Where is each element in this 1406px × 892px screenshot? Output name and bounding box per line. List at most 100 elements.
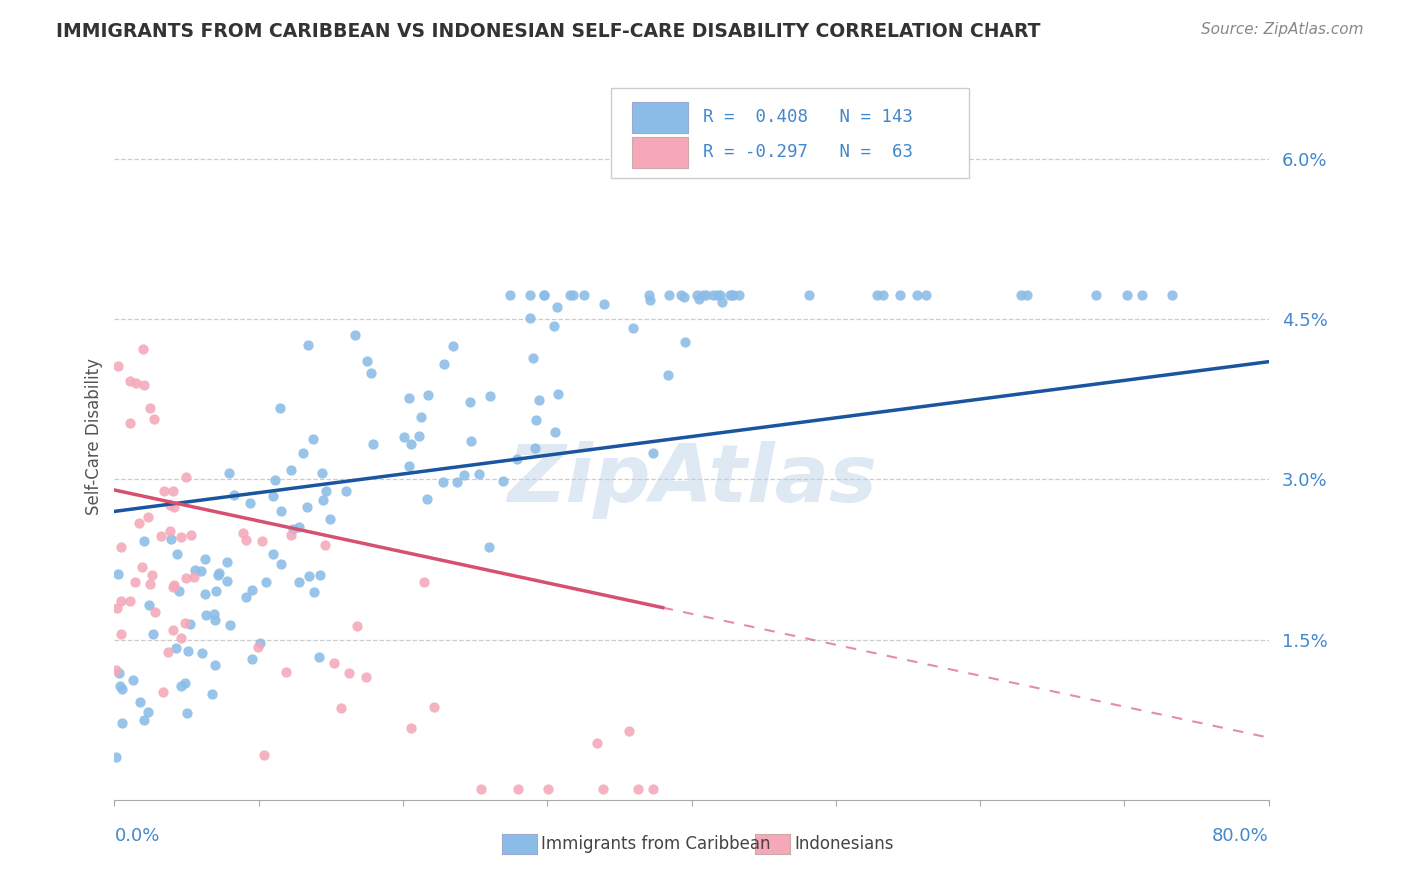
Point bbox=[478, 389, 501, 403]
Point bbox=[546, 300, 568, 314]
Point bbox=[709, 287, 731, 301]
Point bbox=[110, 626, 132, 640]
Text: 80.0%: 80.0% bbox=[1212, 827, 1268, 845]
Point bbox=[139, 577, 162, 591]
Point bbox=[136, 509, 159, 524]
Point bbox=[295, 500, 318, 514]
Point bbox=[309, 567, 332, 582]
Point bbox=[110, 680, 132, 694]
Point bbox=[174, 571, 197, 585]
Text: ZipAtlas: ZipAtlas bbox=[506, 442, 876, 519]
Point bbox=[288, 575, 311, 590]
Point bbox=[544, 425, 567, 440]
Point bbox=[124, 575, 146, 590]
Point bbox=[728, 287, 751, 301]
Point bbox=[592, 782, 614, 797]
Point bbox=[183, 570, 205, 584]
Point bbox=[422, 700, 444, 714]
Point bbox=[335, 484, 357, 499]
Point bbox=[121, 673, 143, 687]
Point bbox=[572, 287, 595, 301]
Point bbox=[519, 311, 541, 326]
Point bbox=[418, 388, 440, 402]
Point bbox=[240, 652, 263, 666]
Point bbox=[118, 374, 141, 388]
Point bbox=[524, 413, 547, 427]
Point bbox=[204, 613, 226, 627]
Point bbox=[132, 377, 155, 392]
Point bbox=[872, 287, 894, 301]
Point bbox=[128, 695, 150, 709]
Point bbox=[343, 328, 366, 343]
Point bbox=[409, 409, 432, 424]
Point bbox=[322, 656, 344, 670]
Point bbox=[360, 367, 382, 381]
Point bbox=[191, 647, 214, 661]
Text: Source: ZipAtlas.com: Source: ZipAtlas.com bbox=[1201, 22, 1364, 37]
Point bbox=[120, 416, 142, 430]
Point bbox=[280, 463, 302, 477]
Y-axis label: Self-Care Disability: Self-Care Disability bbox=[86, 358, 103, 515]
Point bbox=[143, 412, 166, 426]
Point bbox=[311, 466, 333, 480]
Point bbox=[235, 533, 257, 547]
Point bbox=[718, 287, 741, 301]
Point bbox=[240, 582, 263, 597]
Point bbox=[586, 736, 609, 750]
Point bbox=[143, 605, 166, 619]
Point bbox=[208, 566, 231, 580]
Point bbox=[170, 530, 193, 544]
Point bbox=[217, 555, 239, 569]
Point bbox=[1116, 287, 1139, 301]
Point bbox=[207, 567, 229, 582]
Point bbox=[533, 287, 555, 301]
Point bbox=[298, 569, 321, 583]
Point bbox=[125, 376, 148, 391]
Point bbox=[562, 287, 585, 301]
Point bbox=[110, 540, 132, 554]
Point bbox=[706, 287, 728, 301]
Point bbox=[1160, 287, 1182, 301]
Point bbox=[218, 466, 240, 480]
Point bbox=[232, 525, 254, 540]
Point bbox=[441, 338, 464, 352]
Point bbox=[673, 290, 696, 304]
Point bbox=[627, 782, 650, 797]
Point bbox=[159, 524, 181, 538]
Point bbox=[149, 529, 172, 543]
Text: IMMIGRANTS FROM CARIBBEAN VS INDONESIAN SELF-CARE DISABILITY CORRELATION CHART: IMMIGRANTS FROM CARIBBEAN VS INDONESIAN … bbox=[56, 22, 1040, 41]
Point bbox=[263, 474, 285, 488]
Point bbox=[458, 395, 481, 409]
Point bbox=[173, 616, 195, 631]
Point bbox=[408, 429, 430, 443]
Point bbox=[256, 574, 278, 589]
Point bbox=[356, 670, 378, 684]
Point bbox=[671, 287, 693, 301]
Point bbox=[153, 483, 176, 498]
Point bbox=[201, 688, 224, 702]
Point bbox=[281, 522, 304, 536]
Point bbox=[398, 391, 420, 405]
Point bbox=[543, 318, 565, 333]
Point bbox=[204, 658, 226, 673]
Point bbox=[519, 287, 541, 301]
Point bbox=[657, 368, 679, 383]
Point bbox=[176, 470, 198, 484]
Point bbox=[215, 574, 238, 588]
Text: R =  0.408   N = 143: R = 0.408 N = 143 bbox=[703, 108, 912, 127]
Point bbox=[314, 538, 336, 552]
Point bbox=[692, 287, 714, 301]
Point bbox=[132, 342, 155, 356]
Point bbox=[356, 354, 378, 368]
Point bbox=[177, 644, 200, 658]
Point bbox=[315, 483, 337, 498]
Point bbox=[673, 334, 696, 349]
Point bbox=[280, 528, 302, 542]
Point bbox=[547, 386, 569, 401]
Point bbox=[195, 607, 218, 622]
Point bbox=[302, 433, 325, 447]
Point bbox=[250, 534, 273, 549]
Point bbox=[239, 496, 262, 510]
Point bbox=[169, 584, 191, 599]
Point bbox=[399, 721, 422, 735]
